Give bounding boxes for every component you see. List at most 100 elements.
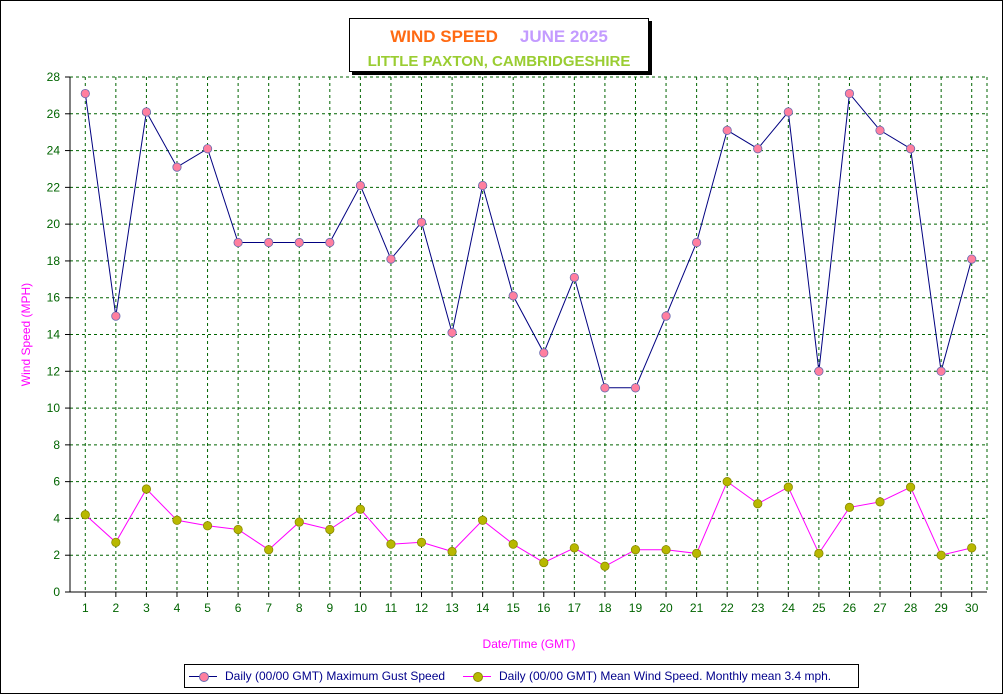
x-tick-label: 13 <box>445 601 459 615</box>
data-point-gust <box>783 107 793 117</box>
x-tick-label: 27 <box>873 601 887 615</box>
series-line-gust <box>84 92 973 389</box>
chart-subtitle: LITTLE PAXTON, CAMBRIDGESHIRE <box>367 53 631 70</box>
y-tick-label: 2 <box>53 548 60 562</box>
data-point-mean <box>814 548 824 558</box>
data-point-gust <box>264 237 274 248</box>
data-point-gust <box>80 88 90 99</box>
data-point-mean <box>508 539 518 549</box>
x-tick-label: 11 <box>385 601 398 615</box>
data-point-gust <box>600 383 610 393</box>
data-point-mean <box>111 537 121 547</box>
data-point-mean <box>600 561 610 571</box>
series-line-mean <box>84 480 972 567</box>
data-point-gust <box>630 383 641 393</box>
y-tick-label: 12 <box>47 364 61 378</box>
x-tick-label: 16 <box>537 601 551 615</box>
x-tick-label: 19 <box>629 601 643 615</box>
data-point-mean <box>936 550 946 560</box>
data-point-gust <box>325 237 335 248</box>
data-point-mean <box>294 517 304 527</box>
y-tick-label: 22 <box>47 180 61 194</box>
data-point-gust <box>233 237 243 248</box>
y-tick-label: 14 <box>47 328 61 342</box>
data-point-gust <box>936 366 946 376</box>
legend-label-gust: Daily (00/00 GMT) Maximum Gust Speed <box>225 669 446 683</box>
data-point-gust <box>967 254 977 264</box>
x-tick-label: 9 <box>326 601 333 615</box>
data-point-mean <box>141 484 152 494</box>
data-point-mean <box>875 497 885 507</box>
x-tick-label: 23 <box>751 601 765 615</box>
data-point-gust <box>141 107 152 117</box>
data-point-mean <box>233 524 243 535</box>
x-tick-label: 30 <box>965 601 979 615</box>
x-tick-label: 14 <box>476 601 490 615</box>
x-tick-label: 29 <box>934 601 948 615</box>
chart-title: WIND SPEED <box>390 27 498 46</box>
data-point-mean <box>355 504 365 514</box>
data-point-gust <box>111 311 121 321</box>
data-point-gust <box>294 237 304 248</box>
data-point-mean <box>478 515 488 525</box>
data-point-mean <box>753 499 763 509</box>
data-point-mean <box>172 515 182 525</box>
data-point-mean <box>80 510 90 520</box>
legend-marker-mean <box>473 672 483 682</box>
x-tick-label: 21 <box>690 601 704 615</box>
data-point-gust <box>722 125 732 135</box>
legend: Daily (00/00 GMT) Maximum Gust Speed Dai… <box>184 664 859 688</box>
data-point-gust <box>172 162 182 172</box>
data-point-mean <box>416 537 427 547</box>
x-tick-label: 28 <box>904 601 918 615</box>
x-tick-label: 20 <box>659 601 673 615</box>
x-tick-label: 18 <box>598 601 612 615</box>
y-tick-label: 18 <box>47 254 61 268</box>
y-tick-label: 24 <box>47 144 61 158</box>
y-tick-label: 8 <box>53 438 60 452</box>
legend-marker-gust <box>199 672 209 682</box>
data-point-mean <box>722 477 732 487</box>
x-tick-label: 4 <box>174 601 181 615</box>
x-tick-label: 12 <box>415 601 429 615</box>
data-point-gust <box>814 366 824 376</box>
data-point-mean <box>783 482 793 492</box>
x-tick-label: 3 <box>143 601 150 615</box>
x-axis-label: Date/Time (GMT) <box>483 637 576 651</box>
data-point-gust <box>355 180 365 191</box>
x-tick-label: 6 <box>235 601 242 615</box>
chart-title-box: WIND SPEED JUNE 2025 LITTLE PAXTON, CAMBR… <box>349 18 649 72</box>
data-point-gust <box>539 348 549 358</box>
data-point-mean <box>325 524 335 535</box>
series-layer <box>80 88 977 571</box>
data-point-gust <box>478 180 488 191</box>
x-tick-label: 26 <box>843 601 857 615</box>
x-tick-label: 15 <box>507 601 521 615</box>
data-point-mean <box>264 545 274 555</box>
data-point-gust <box>569 272 579 283</box>
x-tick-label: 8 <box>296 601 303 615</box>
title-line: WIND SPEED JUNE 2025 <box>350 27 648 47</box>
data-point-gust <box>844 88 855 99</box>
y-tick-label: 28 <box>47 70 61 84</box>
x-tick-label: 1 <box>82 601 89 615</box>
data-point-mean <box>539 557 549 568</box>
data-point-mean <box>905 482 916 492</box>
x-tick-label: 24 <box>782 601 796 615</box>
data-point-gust <box>905 144 916 154</box>
data-point-gust <box>692 237 702 248</box>
data-point-gust <box>753 144 763 154</box>
legend-label-mean: Daily (00/00 GMT) Mean Wind Speed. Month… <box>499 669 832 683</box>
x-tick-label: 5 <box>204 601 211 615</box>
chart-title-month: JUNE 2025 <box>519 27 608 46</box>
data-point-gust <box>661 311 671 321</box>
y-tick-label: 20 <box>47 217 61 231</box>
data-point-mean <box>661 545 671 555</box>
data-point-gust <box>508 291 518 301</box>
data-point-gust <box>447 328 457 338</box>
x-tick-label: 2 <box>113 601 120 615</box>
x-tick-label: 17 <box>568 601 582 615</box>
